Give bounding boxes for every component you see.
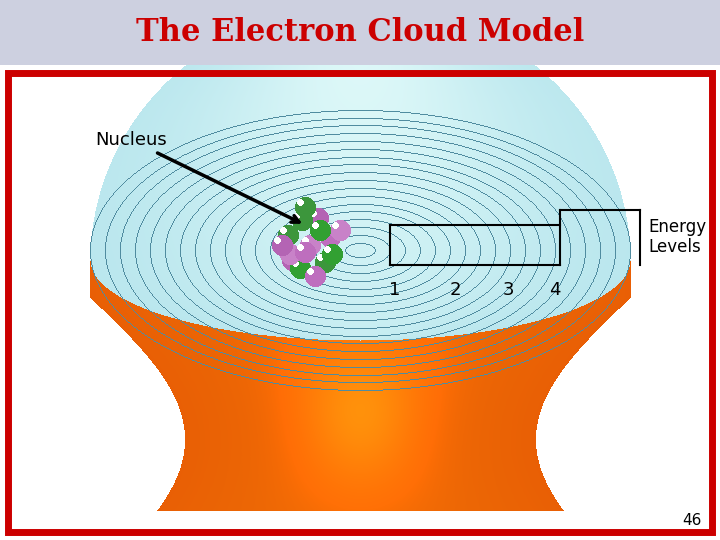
Text: The Electron Cloud Model: The Electron Cloud Model xyxy=(136,17,584,48)
Bar xyxy=(0,0,720,65)
Text: Energy
Levels: Energy Levels xyxy=(648,218,706,256)
Text: 4: 4 xyxy=(549,281,561,299)
Text: 2: 2 xyxy=(449,281,461,299)
Text: 46: 46 xyxy=(683,513,702,528)
Text: 3: 3 xyxy=(503,281,514,299)
Bar xyxy=(8,73,712,532)
Text: 1: 1 xyxy=(390,281,401,299)
Text: Nucleus: Nucleus xyxy=(95,131,299,222)
